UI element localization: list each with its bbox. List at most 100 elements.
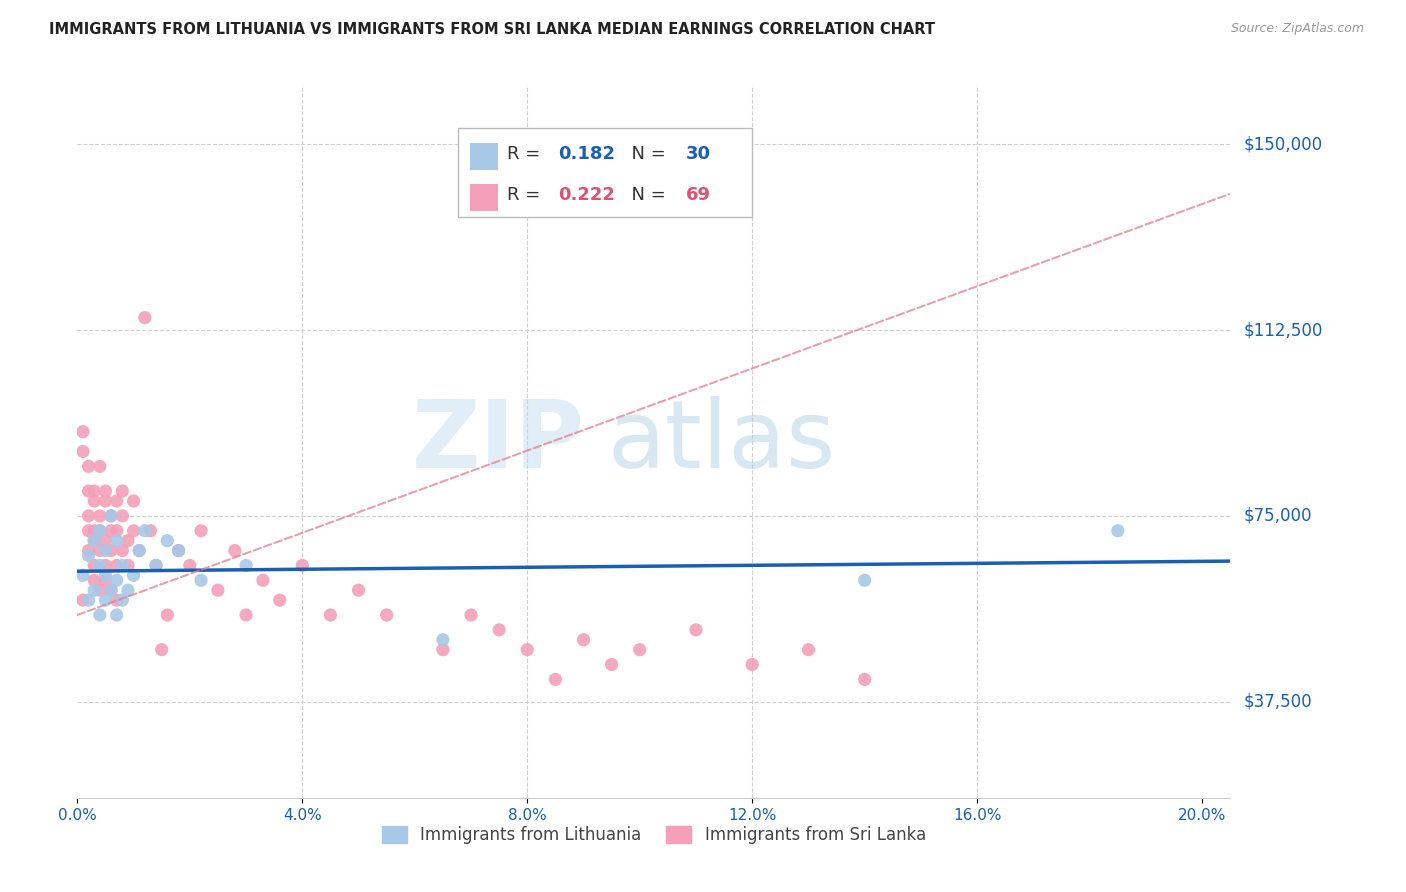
- Point: [100, 583, 122, 598]
- Point: [100, 583, 122, 598]
- Point: [291, 558, 314, 573]
- Point: [224, 543, 246, 558]
- Point: [235, 558, 257, 573]
- FancyBboxPatch shape: [471, 184, 498, 211]
- Point: [111, 508, 134, 523]
- Point: [797, 642, 820, 657]
- Point: [100, 543, 122, 558]
- Point: [269, 593, 291, 607]
- Point: [105, 593, 128, 607]
- Text: IMMIGRANTS FROM LITHUANIA VS IMMIGRANTS FROM SRI LANKA MEDIAN EARNINGS CORRELATI: IMMIGRANTS FROM LITHUANIA VS IMMIGRANTS …: [49, 22, 935, 37]
- Point: [179, 558, 201, 573]
- Point: [432, 632, 454, 647]
- Point: [432, 642, 454, 657]
- FancyBboxPatch shape: [458, 128, 752, 217]
- Point: [600, 657, 623, 672]
- Point: [77, 593, 100, 607]
- Legend: Immigrants from Lithuania, Immigrants from Sri Lanka: Immigrants from Lithuania, Immigrants fr…: [375, 819, 932, 851]
- Point: [628, 642, 651, 657]
- Point: [122, 568, 145, 582]
- Point: [77, 524, 100, 538]
- Point: [77, 543, 100, 558]
- Point: [94, 593, 117, 607]
- Point: [122, 494, 145, 508]
- Point: [105, 524, 128, 538]
- Point: [207, 583, 229, 598]
- Point: [94, 533, 117, 548]
- Point: [77, 484, 100, 499]
- Point: [77, 508, 100, 523]
- Point: [77, 549, 100, 563]
- Text: 0.182: 0.182: [558, 145, 614, 163]
- Point: [347, 583, 370, 598]
- Point: [89, 607, 111, 622]
- Point: [134, 310, 156, 325]
- Point: [77, 459, 100, 474]
- Point: [853, 574, 876, 588]
- Point: [117, 583, 139, 598]
- Point: [111, 543, 134, 558]
- Point: [853, 673, 876, 687]
- Point: [145, 558, 167, 573]
- Point: [544, 673, 567, 687]
- Point: [100, 508, 122, 523]
- Point: [190, 524, 212, 538]
- Point: [375, 607, 398, 622]
- Point: [1107, 524, 1129, 538]
- Point: [167, 543, 190, 558]
- Point: [94, 558, 117, 573]
- Point: [105, 574, 128, 588]
- Point: [89, 543, 111, 558]
- Point: [105, 533, 128, 548]
- Point: [72, 425, 94, 439]
- Text: $112,500: $112,500: [1244, 321, 1323, 339]
- Text: $37,500: $37,500: [1244, 693, 1313, 711]
- Point: [319, 607, 342, 622]
- Point: [83, 494, 105, 508]
- Point: [72, 593, 94, 607]
- Point: [111, 484, 134, 499]
- Point: [252, 574, 274, 588]
- Point: [516, 642, 538, 657]
- Point: [156, 607, 179, 622]
- Text: ZIP: ZIP: [412, 395, 585, 488]
- Point: [100, 508, 122, 523]
- Point: [89, 508, 111, 523]
- Point: [190, 574, 212, 588]
- Text: 69: 69: [686, 186, 711, 204]
- Point: [100, 524, 122, 538]
- Text: Source: ZipAtlas.com: Source: ZipAtlas.com: [1230, 22, 1364, 36]
- Point: [94, 543, 117, 558]
- Point: [83, 558, 105, 573]
- Point: [94, 494, 117, 508]
- Point: [128, 543, 150, 558]
- Point: [167, 543, 190, 558]
- Point: [83, 583, 105, 598]
- Point: [89, 459, 111, 474]
- Point: [89, 524, 111, 538]
- Point: [72, 444, 94, 458]
- Point: [111, 593, 134, 607]
- Text: 30: 30: [686, 145, 711, 163]
- Point: [94, 574, 117, 588]
- Point: [572, 632, 595, 647]
- Point: [139, 524, 162, 538]
- Text: $150,000: $150,000: [1244, 136, 1323, 153]
- Point: [150, 642, 173, 657]
- Point: [89, 524, 111, 538]
- Text: R =: R =: [508, 186, 547, 204]
- FancyBboxPatch shape: [471, 143, 498, 169]
- Point: [134, 524, 156, 538]
- Point: [105, 607, 128, 622]
- Point: [111, 558, 134, 573]
- Point: [89, 558, 111, 573]
- Text: 0.222: 0.222: [558, 186, 614, 204]
- Point: [128, 543, 150, 558]
- Point: [145, 558, 167, 573]
- Point: [488, 623, 510, 637]
- Text: $75,000: $75,000: [1244, 507, 1313, 524]
- Point: [83, 533, 105, 548]
- Point: [94, 568, 117, 582]
- Text: R =: R =: [508, 145, 547, 163]
- Point: [122, 524, 145, 538]
